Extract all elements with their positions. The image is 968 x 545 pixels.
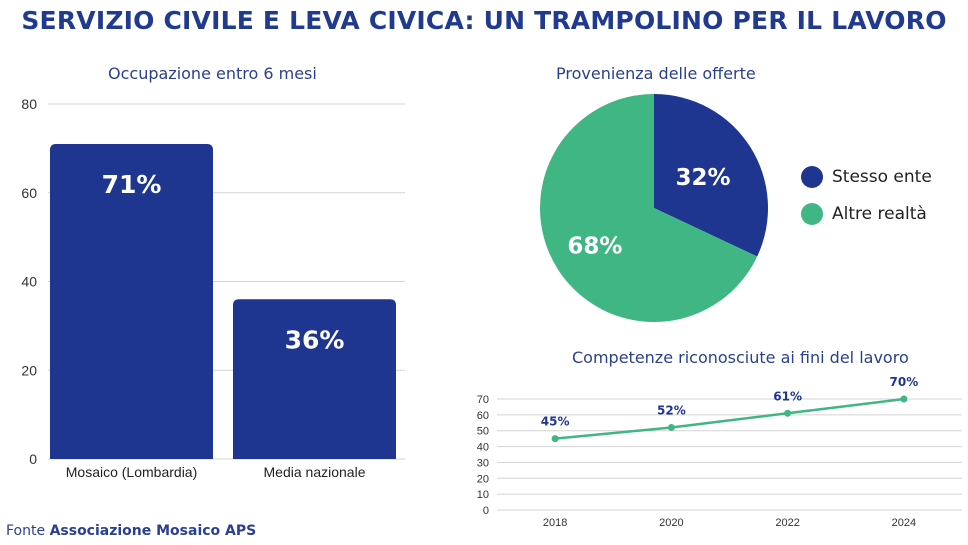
legend-swatch-green (801, 203, 823, 225)
line-data-label: 70% (890, 375, 919, 389)
bar-y-tick-label: 0 (29, 451, 37, 467)
line-x-tick-label: 2022 (775, 517, 799, 529)
pie-slice (654, 94, 768, 257)
bar-y-tick-label: 60 (21, 185, 37, 201)
line-y-tick-label: 40 (477, 442, 489, 454)
line-y-tick-label: 70 (477, 394, 489, 406)
bar-y-tick-label: 20 (21, 362, 37, 378)
pie-data-label: 68% (567, 234, 622, 260)
line-y-tick-label: 60 (477, 410, 489, 422)
bar-category-label: Media nazionale (264, 464, 366, 480)
bar-data-label: 36% (285, 325, 345, 354)
line-x-tick-label: 2024 (892, 517, 916, 529)
pie-data-label: 32% (675, 165, 730, 191)
source-note: Fonte Associazione Mosaico APS (6, 523, 256, 539)
bar (233, 299, 396, 459)
line-x-tick-label: 2018 (543, 517, 567, 529)
pie-chart-title: Provenienza delle offerte (556, 64, 756, 83)
line-y-tick-label: 30 (477, 457, 489, 469)
page-title: SERVIZIO CIVILE E LEVA CIVICA: UN TRAMPO… (21, 6, 947, 35)
line-chart-title: Competenze riconosciute ai fini del lavo… (572, 348, 909, 367)
line-point (784, 409, 792, 417)
line-y-tick-label: 50 (477, 426, 489, 438)
line-y-tick-label: 20 (477, 473, 489, 485)
line-point (667, 424, 675, 432)
bar-data-label: 71% (102, 170, 162, 199)
line-y-tick-label: 10 (477, 489, 489, 501)
bar-chart-title: Occupazione entro 6 mesi (108, 64, 317, 83)
source-prefix: Fonte (6, 523, 46, 539)
legend-label: Stesso ente (832, 167, 932, 187)
pie-slice (539, 94, 758, 322)
legend-label: Altre realtà (832, 204, 927, 224)
line-y-tick-label: 0 (483, 505, 489, 517)
legend-item-stesso-ente: Stesso ente (801, 166, 932, 188)
legend-item-altre-realta: Altre realtà (801, 203, 927, 225)
line-series (555, 397, 905, 440)
line-data-label: 45% (541, 415, 570, 429)
bar-y-tick-label: 80 (21, 96, 37, 112)
line-data-label: 61% (773, 389, 802, 403)
line-point (900, 395, 908, 403)
bar-category-label: Mosaico (Lombardia) (66, 464, 198, 480)
line-point (551, 435, 559, 443)
source-name: Associazione Mosaico APS (49, 523, 257, 539)
line-x-tick-label: 2020 (659, 517, 683, 529)
bar (50, 143, 213, 459)
line-data-label: 52% (657, 404, 686, 418)
legend-swatch-blue (801, 166, 823, 188)
bar-y-tick-label: 40 (21, 274, 37, 290)
